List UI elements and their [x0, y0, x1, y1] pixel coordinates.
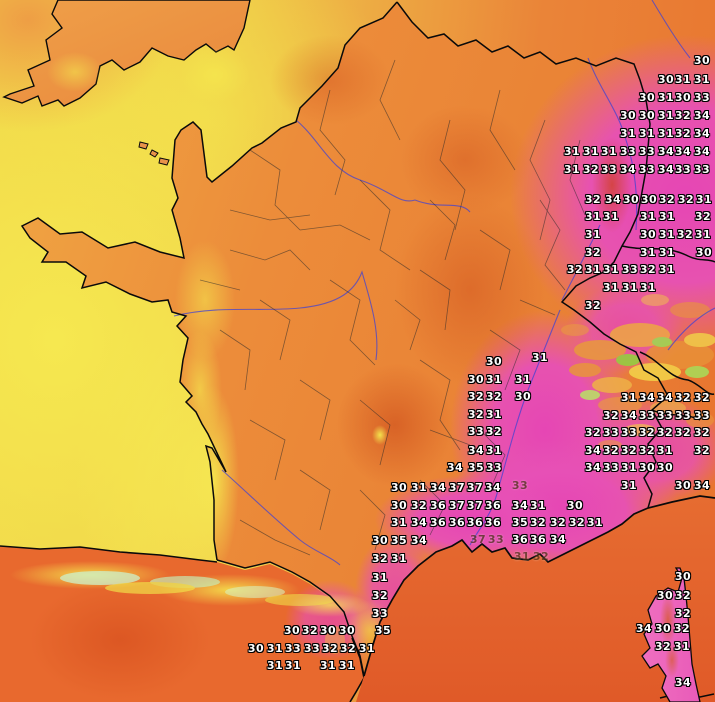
alps-relief-texture — [60, 294, 715, 654]
england-landmass — [2, 0, 251, 166]
rivers — [173, 0, 715, 566]
corsica-island — [641, 567, 701, 702]
department-borders — [199, 59, 586, 556]
national-borders — [20, 1, 715, 677]
